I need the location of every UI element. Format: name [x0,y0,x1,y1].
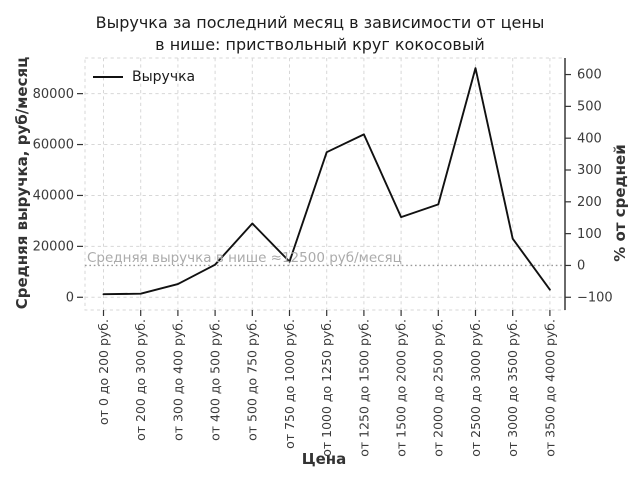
y-right-tick-label: 100 [577,227,602,242]
x-tick-label: от 750 до 1000 руб. [282,319,297,449]
chart-title: Выручка за последний месяц в зависимости… [0,12,640,56]
gridlines [84,57,566,311]
legend-label: Выручка [132,69,196,85]
axes-group [77,58,571,316]
y-left-tick-label: 0 [66,290,74,305]
tick-labels-group: 0 20000 40000 60000 80000 −100 0 100 200 300 400 50… [33,68,613,457]
legend: Выручка [93,69,195,85]
chart-title-line1: Выручка за последний месяц в зависимости… [95,13,545,32]
x-tick-label: от 3000 до 3500 руб. [505,319,520,457]
plot-border [84,57,566,311]
x-tick-label: от 1000 до 1250 руб. [319,319,334,457]
y-right-tick-label: 300 [577,163,602,178]
legend-line-sample-icon [93,76,123,78]
chart-title-line2: в нише: приствольный круг кокосовый [155,35,485,54]
x-tick-label: от 300 до 400 руб. [170,319,185,441]
y-right-tick-label: 500 [577,100,602,115]
y-right-tick-label: 400 [577,131,602,146]
series-group [102,67,551,296]
y-left-tick-label: 40000 [33,189,74,204]
y-left-tick-label: 80000 [33,87,74,102]
y-right-tick-label: −100 [577,290,613,305]
average-line-annotation: Средняя выручка в нише ≈12500 руб/месяц [87,250,402,266]
x-tick-label: от 1500 до 2000 руб. [393,319,408,457]
y-right-tick-label: 200 [577,195,602,210]
x-axis-label: Цена [301,450,347,468]
y-right-tick-label: 600 [577,68,602,83]
y-right-tick-label: 0 [577,259,585,274]
revenue-line [102,67,551,296]
x-tick-label: от 1250 до 1500 руб. [356,319,371,457]
x-tick-label: от 2000 до 2500 руб. [431,319,446,457]
x-tick-label: от 3500 до 4000 руб. [542,319,557,457]
y-left-tick-label: 60000 [33,138,74,153]
x-tick-label: от 0 до 200 руб. [96,319,111,425]
x-tick-label: от 200 до 300 руб. [133,319,148,441]
y-left-tick-label: 20000 [33,240,74,255]
x-tick-label: от 500 до 750 руб. [245,319,260,441]
x-tick-label: от 400 до 500 руб. [207,319,222,441]
x-tick-label: от 2500 до 3000 руб. [468,319,483,457]
